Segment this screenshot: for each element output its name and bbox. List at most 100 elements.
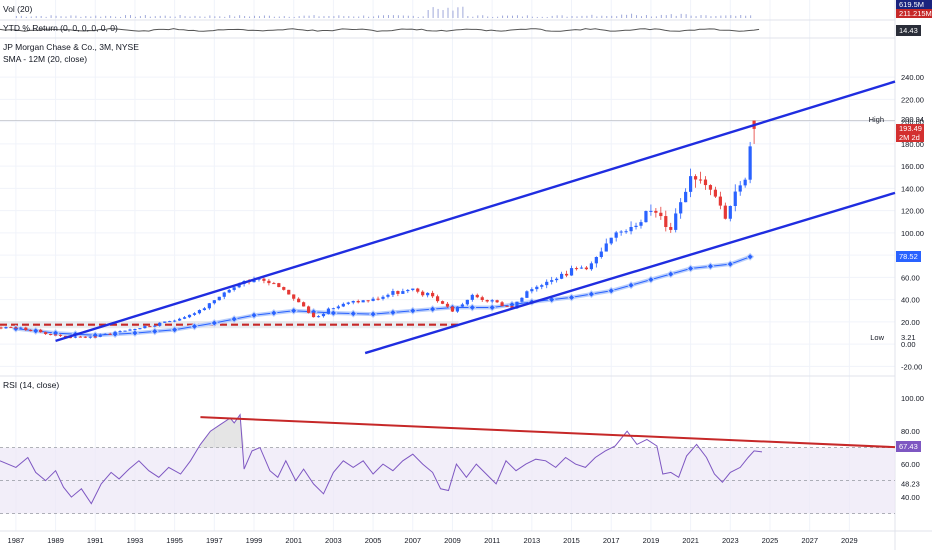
volume-bar xyxy=(725,15,727,18)
candle-body xyxy=(545,281,549,286)
time-tick-label: 2029 xyxy=(841,536,858,545)
candle-body xyxy=(555,278,559,281)
volume-bar xyxy=(735,15,737,18)
volume-bar xyxy=(546,16,548,18)
rsi-badge-value: 67.43 xyxy=(899,442,918,451)
volume-bar xyxy=(249,16,251,18)
volume-bar xyxy=(531,16,533,18)
sma-marker xyxy=(13,326,19,332)
candle-body xyxy=(88,336,92,338)
volume-bar xyxy=(70,15,72,18)
candle-body xyxy=(182,317,187,319)
volume-bar xyxy=(422,16,424,18)
main-subtitle: SMA - 12M (20, close) xyxy=(3,54,87,64)
volume-bar xyxy=(129,15,131,18)
candle-body xyxy=(589,263,593,270)
volume-bar xyxy=(417,16,419,18)
candle-body xyxy=(584,267,589,270)
time-tick-label: 1987 xyxy=(8,536,25,545)
volume-bar xyxy=(224,16,226,18)
volume-bar xyxy=(432,7,434,18)
volume-bar xyxy=(100,16,102,18)
candle-body xyxy=(346,302,350,304)
volume-bar xyxy=(234,16,236,18)
volume-bar xyxy=(65,16,67,18)
volume-bar xyxy=(457,7,459,18)
vol-pane-title: Vol (20) xyxy=(3,4,32,14)
volume-bar xyxy=(705,15,707,18)
time-tick-label: 2019 xyxy=(643,536,660,545)
volume-bar xyxy=(516,15,518,18)
candle-body xyxy=(654,210,658,213)
candle-body xyxy=(669,227,673,230)
volume-bar xyxy=(452,10,454,18)
volume-bar xyxy=(268,15,270,18)
time-tick-label: 1997 xyxy=(206,536,223,545)
volume-bar xyxy=(353,16,355,18)
grid xyxy=(0,0,895,531)
candle-body xyxy=(53,334,58,336)
candle-body xyxy=(153,325,157,327)
candle-body xyxy=(574,268,579,270)
volume-bar xyxy=(482,15,484,18)
volume-bar xyxy=(730,15,732,18)
volume-bar xyxy=(750,15,752,18)
candle-body xyxy=(341,303,345,307)
candle-body xyxy=(4,327,8,329)
volume-bar xyxy=(640,16,642,18)
candle-body xyxy=(728,205,732,219)
candle-body xyxy=(118,331,122,333)
candle-body xyxy=(435,296,440,302)
sma-marker xyxy=(648,277,654,283)
candle-body xyxy=(510,306,514,309)
volume-bar xyxy=(144,15,146,18)
volume-bar xyxy=(254,15,256,18)
volume-bar xyxy=(85,16,87,18)
candle-body xyxy=(525,291,529,298)
volume-bar xyxy=(616,16,618,18)
volume-bar xyxy=(209,15,211,18)
volume-bar xyxy=(700,15,702,18)
channel-line-lower[interactable] xyxy=(364,191,896,355)
sma-marker xyxy=(330,310,336,316)
ytd-badge: 14.43 xyxy=(899,26,918,35)
candle-body xyxy=(748,146,752,180)
volume-bar xyxy=(442,10,444,18)
trend-channel xyxy=(55,80,896,355)
candle-body xyxy=(267,280,271,284)
candle-body xyxy=(217,296,221,301)
price-tick-label: 100.00 xyxy=(901,229,924,238)
volume-bar xyxy=(184,16,186,18)
candle-body xyxy=(530,289,534,292)
volume-bar xyxy=(75,15,77,18)
rsi-tick-label: 100.00 xyxy=(901,394,924,403)
candle-body xyxy=(306,306,311,313)
rsi-tick-label: 48.23 xyxy=(901,480,920,489)
volume-bar xyxy=(373,16,375,18)
candle-body xyxy=(614,232,618,238)
candle-body xyxy=(664,216,668,228)
candle-body xyxy=(138,328,142,330)
candle-body xyxy=(455,306,460,312)
time-tick-label: 2001 xyxy=(285,536,302,545)
channel-line-upper[interactable] xyxy=(55,80,896,342)
price-tick-label: 0.00 xyxy=(901,340,916,349)
candle-body xyxy=(232,287,236,290)
price-tick-label: 40.00 xyxy=(901,296,920,305)
volume-bar xyxy=(159,15,161,18)
rsi-line xyxy=(0,413,763,505)
sma-marker xyxy=(430,306,436,312)
candle-body xyxy=(351,300,355,303)
candle-body xyxy=(113,331,117,334)
candle-body xyxy=(381,296,385,299)
volume-bar xyxy=(229,15,231,18)
rsi-trend-line xyxy=(200,416,896,449)
volume-bar xyxy=(15,16,17,18)
candle-body xyxy=(609,237,613,244)
rsi-guides xyxy=(0,447,895,514)
volume-bar xyxy=(511,15,513,18)
candle-body xyxy=(688,176,693,192)
volume-bar xyxy=(328,16,330,18)
volume-bar xyxy=(556,15,558,18)
